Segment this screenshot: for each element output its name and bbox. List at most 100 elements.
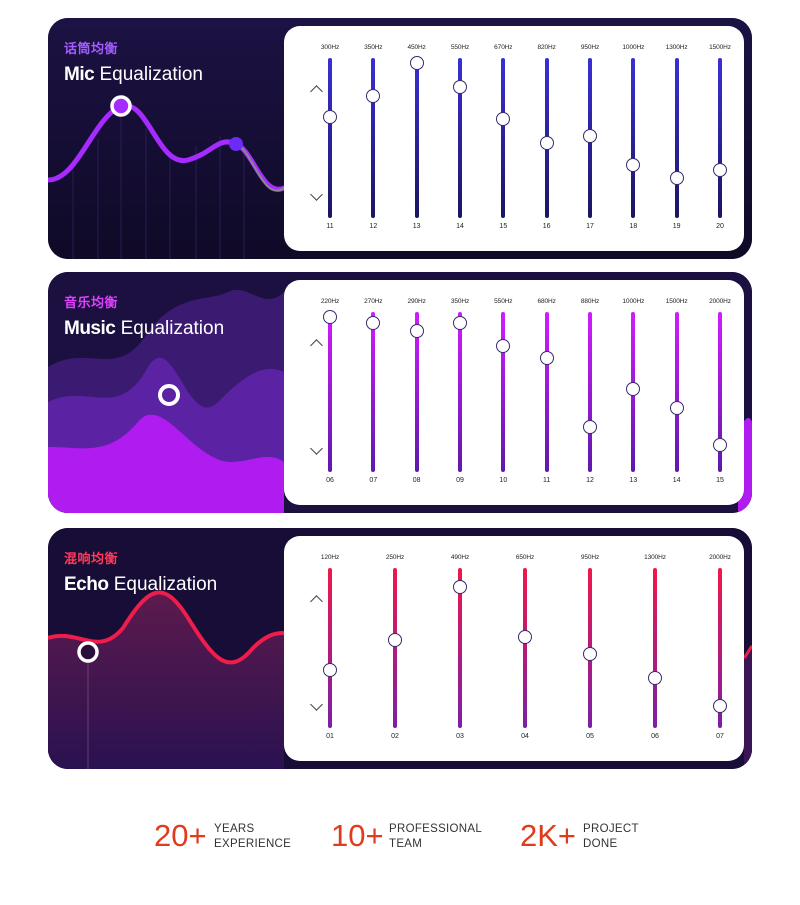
slider-channel-number: 20 — [716, 223, 724, 230]
echo-title-cn: 混响均衡 — [64, 552, 119, 567]
slider-track[interactable] — [458, 312, 462, 472]
slider-knob[interactable] — [713, 437, 727, 452]
music-eq-slider[interactable]: 1000Hz 13 — [613, 280, 653, 505]
slider-knob[interactable] — [713, 163, 727, 177]
stat-projects: 2K+ PROJECT DONE — [520, 818, 650, 858]
slider-track[interactable] — [523, 568, 527, 728]
slider-knob[interactable] — [323, 663, 337, 678]
slider-knob[interactable] — [583, 129, 597, 144]
slider-frequency-label: 670Hz — [494, 44, 513, 51]
mic-eq-slider[interactable]: 670Hz 15 — [483, 26, 523, 251]
slider-track[interactable] — [631, 58, 636, 218]
mic-eq-slider[interactable]: 350Hz 12 — [353, 26, 393, 251]
echo-eq-slider[interactable]: 950Hz 05 — [570, 536, 610, 761]
slider-channel-number: 14 — [672, 477, 681, 484]
slider-knob[interactable] — [496, 338, 511, 353]
slider-knob[interactable] — [713, 698, 727, 713]
echo-eq-slider[interactable]: 490Hz 03 — [440, 536, 480, 761]
slider-knob[interactable] — [669, 171, 684, 185]
slider-track[interactable] — [458, 58, 462, 218]
mic-eq-slider[interactable]: 450Hz 13 — [397, 26, 437, 251]
music-eq-slider[interactable]: 880Hz 12 — [570, 280, 610, 505]
slider-knob[interactable] — [496, 111, 511, 126]
slider-knob[interactable] — [539, 135, 554, 150]
slider-track[interactable] — [414, 58, 419, 218]
echo-equalization-card: 混响均衡 Echo Equalization 120Hz 01 250Hz 02 490… — [48, 528, 752, 769]
mic-eq-slider[interactable]: 1300Hz 19 — [657, 26, 697, 251]
stat-label-line1: YEARS — [214, 823, 255, 835]
slider-track[interactable] — [674, 58, 679, 218]
slider-knob[interactable] — [583, 420, 597, 435]
slider-knob[interactable] — [409, 324, 424, 339]
slider-track[interactable] — [393, 568, 397, 728]
slider-track[interactable] — [718, 312, 722, 472]
music-eq-slider[interactable]: 1500Hz 14 — [657, 280, 697, 505]
slider-frequency-label: 220Hz — [320, 298, 340, 305]
music-eq-slider[interactable]: 270Hz 07 — [353, 280, 393, 505]
echo-title-en: Echo Equalization — [64, 574, 217, 596]
stat-team: 10+ PROFESSIONAL TEAM — [331, 818, 491, 858]
slider-track[interactable] — [458, 568, 462, 728]
mic-eq-slider[interactable]: 950Hz 17 — [570, 26, 610, 251]
mic-eq-slider[interactable]: 550Hz 14 — [440, 26, 480, 251]
slider-knob[interactable] — [323, 309, 337, 324]
slider-frequency-label: 1500Hz — [665, 298, 688, 305]
mic-eq-slider[interactable]: 820Hz 16 — [527, 26, 567, 251]
echo-eq-slider[interactable]: 650Hz 04 — [505, 536, 545, 761]
music-eq-slider[interactable]: 550Hz 10 — [483, 280, 523, 505]
slider-channel-number: 11 — [543, 477, 551, 484]
slider-knob[interactable] — [409, 55, 424, 70]
slider-frequency-label: 490Hz — [450, 554, 470, 561]
slider-track[interactable] — [718, 58, 722, 218]
slider-track[interactable] — [371, 58, 376, 218]
slider-track[interactable] — [414, 312, 419, 472]
slider-knob[interactable] — [669, 401, 684, 415]
slider-track[interactable] — [544, 312, 549, 472]
slider-track[interactable] — [674, 312, 679, 472]
slider-track[interactable] — [501, 58, 506, 218]
music-eq-slider[interactable]: 2000Hz 15 — [700, 280, 740, 505]
mic-eq-slider[interactable]: 1500Hz 20 — [700, 26, 740, 251]
slider-knob[interactable] — [453, 580, 467, 595]
slider-knob[interactable] — [453, 79, 467, 94]
music-eq-slider[interactable]: 290Hz 08 — [397, 280, 437, 505]
slider-knob[interactable] — [648, 671, 662, 686]
slider-track[interactable] — [588, 312, 592, 472]
slider-knob[interactable] — [539, 351, 554, 366]
slider-knob[interactable] — [583, 647, 597, 662]
music-eq-slider[interactable]: 680Hz 11 — [527, 280, 567, 505]
music-wave-handle — [158, 384, 180, 406]
stat-label-line2: DONE — [583, 838, 618, 850]
slider-track[interactable] — [718, 568, 722, 728]
slider-knob[interactable] — [366, 89, 381, 104]
slider-track[interactable] — [328, 312, 332, 472]
slider-track[interactable] — [328, 568, 332, 728]
echo-eq-slider[interactable]: 120Hz 01 — [310, 536, 350, 761]
slider-knob[interactable] — [453, 316, 467, 331]
mic-wave-handle — [110, 95, 132, 117]
slider-knob[interactable] — [388, 633, 402, 647]
slider-knob[interactable] — [626, 381, 641, 396]
stat-label-line1: PROJECT — [583, 823, 639, 835]
music-eq-slider[interactable]: 220Hz 06 — [310, 280, 350, 505]
slider-track[interactable] — [371, 312, 376, 472]
slider-frequency-label: 1000Hz — [622, 298, 645, 305]
slider-frequency-label: 950Hz — [580, 554, 600, 561]
slider-track[interactable] — [328, 58, 332, 218]
slider-frequency-label: 1500Hz — [709, 44, 731, 51]
slider-knob[interactable] — [626, 158, 641, 173]
slider-track[interactable] — [653, 568, 657, 728]
stat-value: 20+ — [154, 818, 207, 853]
echo-eq-slider[interactable]: 1300Hz 06 — [635, 536, 675, 761]
stat-label-line2: TEAM — [389, 838, 423, 850]
slider-knob[interactable] — [366, 316, 381, 331]
mic-eq-slider[interactable]: 1000Hz 18 — [613, 26, 653, 251]
mic-eq-slider[interactable]: 300Hz 11 — [310, 26, 350, 251]
echo-eq-slider[interactable]: 2000Hz 07 — [700, 536, 740, 761]
slider-knob[interactable] — [518, 629, 532, 644]
slider-track[interactable] — [501, 312, 506, 472]
slider-channel-number: 18 — [629, 223, 638, 230]
music-eq-slider[interactable]: 350Hz 09 — [440, 280, 480, 505]
echo-eq-slider[interactable]: 250Hz 02 — [375, 536, 415, 761]
slider-knob[interactable] — [323, 110, 337, 125]
